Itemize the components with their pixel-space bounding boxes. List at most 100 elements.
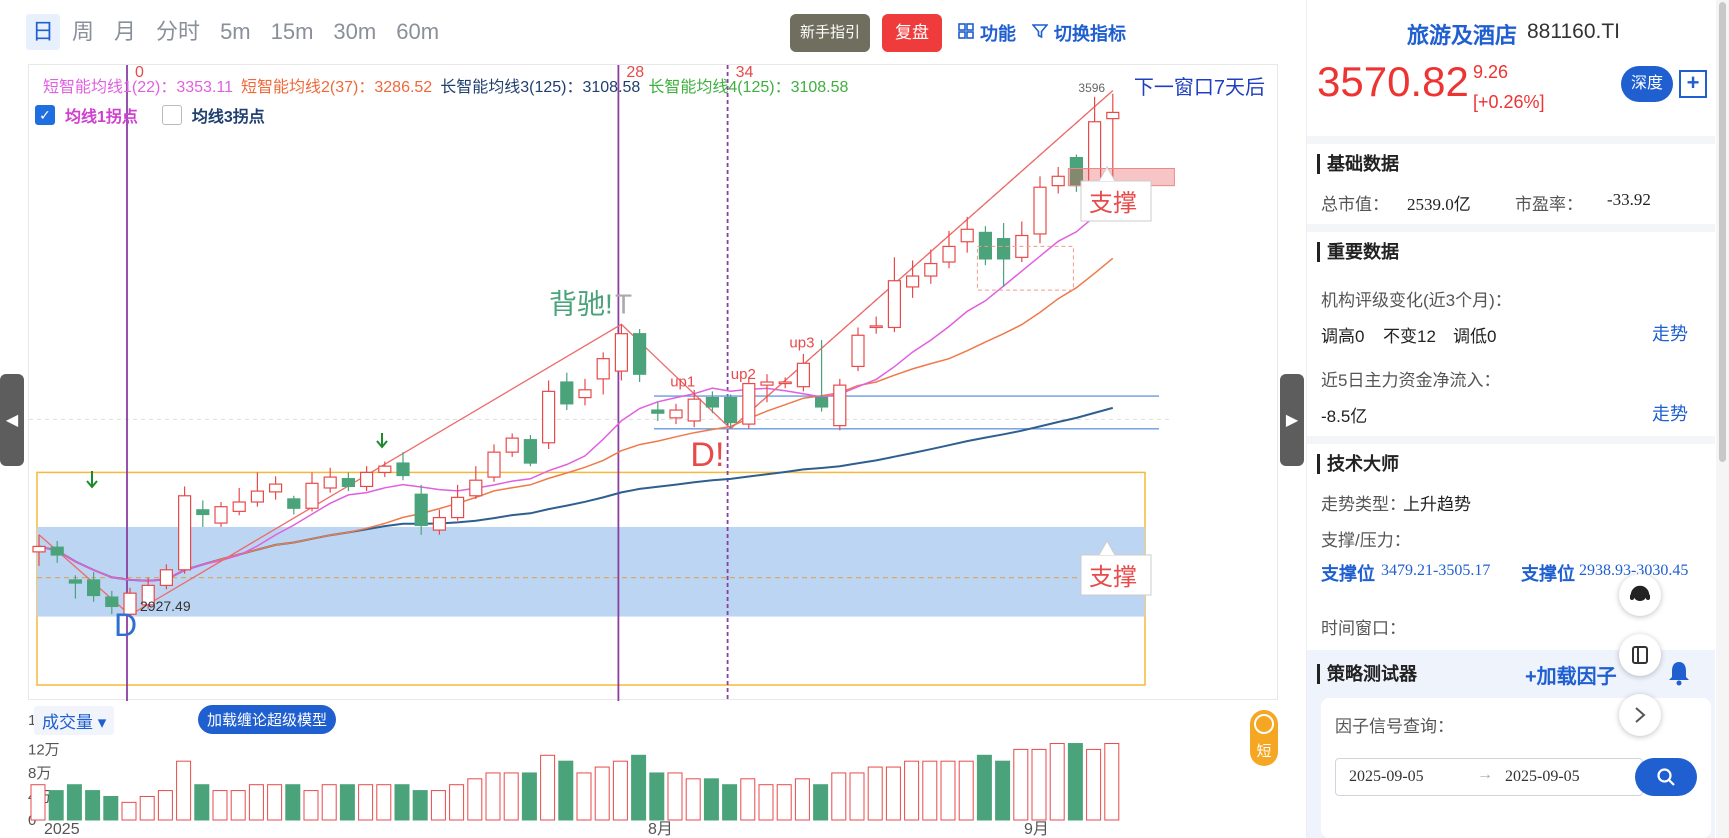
candle-body [451,496,465,519]
volume-bar [722,784,738,821]
rating-down: 调低0 [1453,327,1497,346]
stock-price: 3570.82 [1317,58,1469,105]
volume-x-label: 8月 [648,821,673,838]
bell-icon[interactable] [1667,660,1691,693]
volume-bar [758,784,774,821]
stock-change-pct: [+0.26%] [1473,92,1545,112]
tab-intraday[interactable]: 分时 [156,19,201,44]
date-from-input[interactable]: 2025-09-05 [1349,768,1424,785]
load-factor-button[interactable]: +加载因子 [1525,666,1617,688]
flow-label: 近5日主力资金净流入： [1321,371,1501,390]
date-to-input[interactable]: 2025-09-05 [1505,768,1580,785]
pivot3-checkbox[interactable] [161,105,182,125]
candle-body [1033,186,1047,235]
volume-x-label: 2025 [44,821,80,838]
notebook-icon[interactable] [1619,634,1661,676]
tab-5m[interactable]: 5m [220,19,251,44]
page-scrollbar[interactable] [1716,0,1729,838]
volume-bar [103,795,119,821]
chevron-right-icon[interactable] [1619,694,1661,736]
pivot3-label: 均线3拐点 [191,109,265,126]
volume-bar [667,772,683,821]
customer-service-icon[interactable] [1619,574,1661,616]
candle-body [32,545,46,553]
volume-bar [685,778,701,821]
function-label: 功能 [980,24,1016,44]
up3-label: up3 [789,335,814,352]
tab-week[interactable]: 周 [72,19,95,44]
tab-60m[interactable]: 60m [396,19,440,44]
candle-body [414,493,428,526]
volume-bar [30,784,46,821]
volume-bar [813,784,829,821]
candle-body [360,471,374,488]
d-mid-label: D! [690,436,724,474]
candle-body [887,280,902,329]
short-badge-label: 短 [1256,743,1272,760]
candle-body [869,325,883,329]
volume-bar [940,760,956,821]
basic-data-title: 基础数据 [1317,154,1399,174]
pivot1-checkbox[interactable]: ✓ [35,105,55,125]
volume-bar [740,778,756,821]
switch-indicator-button[interactable]: 切换指标 [1031,20,1126,46]
depth-button[interactable]: 深度 [1621,66,1673,102]
candle-body [159,569,173,586]
candle-body [905,275,920,288]
volume-bar [230,790,246,821]
tab-30m[interactable]: 30m [333,19,377,44]
volume-bar [904,760,920,821]
candle-body [1106,111,1120,120]
flow-trend-link[interactable]: 走势 [1652,404,1688,424]
support-callout-top-box [1080,180,1152,222]
tab-15m[interactable]: 15m [270,19,314,44]
legend-ma1: 短智能均线1(22)：3353.11 [43,79,234,96]
short-badge[interactable]: 短 [1250,710,1278,766]
rating-same: 不变12 [1383,327,1436,346]
candle-body [687,398,701,422]
rating-trend-link[interactable]: 走势 [1652,324,1688,344]
support2-value: 2938.93-3030.45 [1579,562,1689,579]
volume-bar [631,754,647,821]
flow-value: -8.5亿 [1321,407,1368,426]
volume-bar [358,784,374,821]
legend-ma3: 长智能均线3(125)：3108.58 [440,79,641,96]
volume-x-label: 9月 [1024,821,1049,838]
volume-bar [1013,748,1029,821]
add-watchlist-button[interactable]: + [1679,70,1707,98]
candle-body [723,396,738,424]
top-actions: 新手指引 复盘 功能 切换指标 [789,14,1142,52]
candle-body [341,478,355,488]
volume-indicator-select[interactable]: 成交量 ▾ [34,706,115,735]
volume-bar [139,795,155,821]
volume-bar [248,784,264,821]
tab-day[interactable]: 日 [26,14,61,50]
candle-body [250,490,264,503]
candle-body [778,381,792,385]
tab-month[interactable]: 月 [114,19,137,44]
sr-label: 支撑/压力： [1321,531,1411,550]
chevron-left-icon: ◀ [5,412,19,429]
up1-label: up1 [670,374,695,391]
trend-type-label: 走势类型： [1321,495,1406,514]
volume-bar [430,790,446,821]
vertical-marker-label: 34 [736,65,754,81]
load-model-button[interactable]: 加载缠论超级模型 [198,705,337,734]
left-collapse-handle[interactable]: ◀ [0,374,24,466]
volume-bar [1067,743,1083,821]
volume-svg: 17万12万8万4万020258月9月 [28,712,1120,838]
support-callout-bottom-box [1080,554,1152,596]
volume-bar [48,790,64,821]
right-collapse-handle[interactable]: ▶ [1280,374,1304,466]
function-button[interactable]: 功能 [958,20,1016,46]
search-button[interactable] [1635,758,1697,796]
review-button[interactable]: 复盘 [882,14,942,52]
guide-button[interactable]: 新手指引 [789,14,870,52]
candle-body [1051,175,1065,187]
pe-label: 市盈率： [1515,195,1583,214]
filter-icon [1031,23,1049,44]
down-arrow-icon [86,471,98,489]
candlestick-chart[interactable]: 0 28 34 背驰! T D 2927.49 D! up1 up2 up3 3596 支撑 支撑 短智能… [28,64,1278,701]
scrollbar-thumb[interactable] [1719,2,1726,462]
volume-bar [212,790,228,821]
